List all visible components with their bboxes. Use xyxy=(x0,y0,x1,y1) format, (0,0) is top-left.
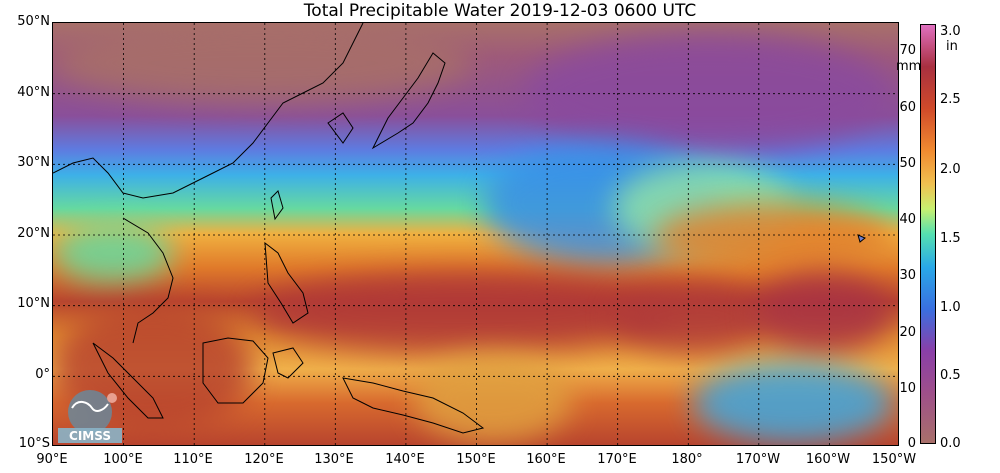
moisture-field xyxy=(613,283,773,353)
lon-label-100e: 100°E xyxy=(103,452,143,467)
moisture-field xyxy=(53,223,173,283)
colorbar-mm-tick: 50 xyxy=(899,156,916,171)
korea-coastline xyxy=(327,112,354,144)
coastline xyxy=(53,23,866,434)
colorbar-mm-tick: 40 xyxy=(899,212,916,227)
colorbar-mm-tick: 30 xyxy=(899,268,916,283)
colorbar-mm-tick: 70 xyxy=(899,43,916,58)
colorbar-in-unit: in xyxy=(946,39,958,54)
cimss-logo: CIMSS xyxy=(56,388,124,444)
moisture-field xyxy=(53,23,473,103)
precipitable-water-map xyxy=(52,22,899,446)
sulawesi-coastline xyxy=(272,347,304,379)
japan-coastline xyxy=(371,52,446,150)
colorbar-mm-tick: 10 xyxy=(899,381,916,396)
lon-label-160e: 160°E xyxy=(526,452,566,467)
asia-coastline xyxy=(53,23,364,199)
colorbar-mm-tick: 0 xyxy=(907,436,916,451)
colorbar-mm-unit: mm xyxy=(896,59,922,74)
lat-label-0: 0° xyxy=(35,367,50,382)
lat-label-50n: 50°N xyxy=(17,14,50,29)
lon-label-120e: 120°E xyxy=(244,452,284,467)
lon-label-140e: 140°E xyxy=(385,452,425,467)
graticule xyxy=(53,23,898,445)
map-title: Total Precipitable Water 2019-12-03 0600… xyxy=(303,1,697,21)
borneo-coastline xyxy=(202,337,269,404)
colorbar-in-tick: 3.0 xyxy=(940,24,961,39)
colorbar-in-tick: 0.0 xyxy=(940,436,961,451)
moisture-field xyxy=(753,273,893,353)
lon-label-160w: 160°W xyxy=(805,452,851,467)
colorbar-in-tick: 1.0 xyxy=(940,300,961,315)
lon-label-180: 180° xyxy=(671,452,703,467)
colorbar-in-tick: 1.5 xyxy=(940,231,961,246)
moisture-field xyxy=(653,203,893,273)
colorbar-in-tick: 2.5 xyxy=(940,92,961,107)
lat-label-40n: 40°N xyxy=(17,85,50,100)
colorbar xyxy=(920,24,936,444)
colorbar-mm-tick: 20 xyxy=(899,325,916,340)
taiwan-coastline xyxy=(270,190,284,221)
lat-label-10n: 10°N xyxy=(17,296,50,311)
moisture-field xyxy=(413,353,573,443)
colorbar-in-tick: 2.0 xyxy=(940,162,961,177)
globe-icon: CIMSS xyxy=(58,390,122,443)
new-guinea-coastline xyxy=(342,377,485,434)
lon-label-170w: 170°W xyxy=(735,452,781,467)
lon-label-110e: 110°E xyxy=(173,452,213,467)
hawaii-coastline xyxy=(857,234,866,243)
lon-label-150w: 150°W xyxy=(871,452,917,467)
lat-label-10s: 10°S xyxy=(18,436,50,451)
logo-text: CIMSS xyxy=(69,429,111,443)
lat-label-20n: 20°N xyxy=(17,226,50,241)
map-overlay xyxy=(53,23,898,445)
colorbar-mm-tick: 60 xyxy=(899,100,916,115)
lon-label-130e: 130°E xyxy=(314,452,354,467)
colorbar-in-tick: 0.5 xyxy=(940,368,961,383)
philippines-coastline xyxy=(264,241,309,324)
sumatra-coastline xyxy=(92,342,164,419)
lon-label-170e: 170°E xyxy=(597,452,637,467)
lat-label-30n: 30°N xyxy=(17,155,50,170)
moisture-field xyxy=(523,33,893,153)
moisture-field xyxy=(253,273,673,353)
lon-label-90e: 90°E xyxy=(36,452,68,467)
indochina-coastline xyxy=(122,217,174,344)
lon-label-150e: 150°E xyxy=(456,452,496,467)
